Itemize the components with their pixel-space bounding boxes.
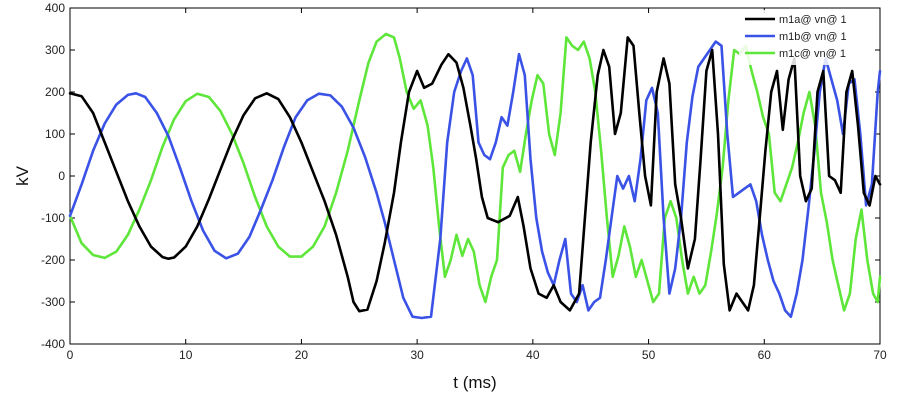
legend-label: m1c@ vn@ 1 xyxy=(779,48,846,60)
y-tick-label: -100 xyxy=(41,211,65,225)
y-tick-label: -400 xyxy=(41,337,65,351)
series-line-m1b xyxy=(68,40,882,320)
x-tick-label: 40 xyxy=(526,348,540,362)
y-axis-title: kV xyxy=(13,165,32,186)
legend: m1a@ vn@ 1 m1b@ vn@ 1 m1c@ vn@ 1 xyxy=(739,10,871,65)
x-axis-title: t (ms) xyxy=(453,373,496,392)
x-tick-label: 50 xyxy=(642,348,656,362)
y-tick-label: 200 xyxy=(45,85,65,99)
y-tick-label: 100 xyxy=(45,127,65,141)
legend-label: m1a@ vn@ 1 xyxy=(779,14,847,26)
x-tick-label: 0 xyxy=(67,348,74,362)
x-axis-ticks: 0 10 20 30 40 50 60 70 xyxy=(67,8,887,362)
y-axis-ticks: -400 -300 -200 -100 0 100 200 300 400 xyxy=(41,1,880,351)
x-tick-label: 60 xyxy=(758,348,772,362)
series-line-m1c xyxy=(68,32,882,312)
series-layer xyxy=(68,32,882,320)
x-tick-label: 10 xyxy=(179,348,193,362)
series-line-m1a xyxy=(68,36,882,313)
y-tick-label: -200 xyxy=(41,253,65,267)
y-tick-label: 300 xyxy=(45,43,65,57)
y-tick-label: 400 xyxy=(45,1,65,15)
y-tick-label: -300 xyxy=(41,295,65,309)
x-tick-label: 20 xyxy=(295,348,309,362)
legend-label: m1b@ vn@ 1 xyxy=(779,31,847,43)
x-tick-label: 30 xyxy=(410,348,424,362)
y-tick-label: 0 xyxy=(58,169,65,183)
x-tick-label: 70 xyxy=(873,348,887,362)
